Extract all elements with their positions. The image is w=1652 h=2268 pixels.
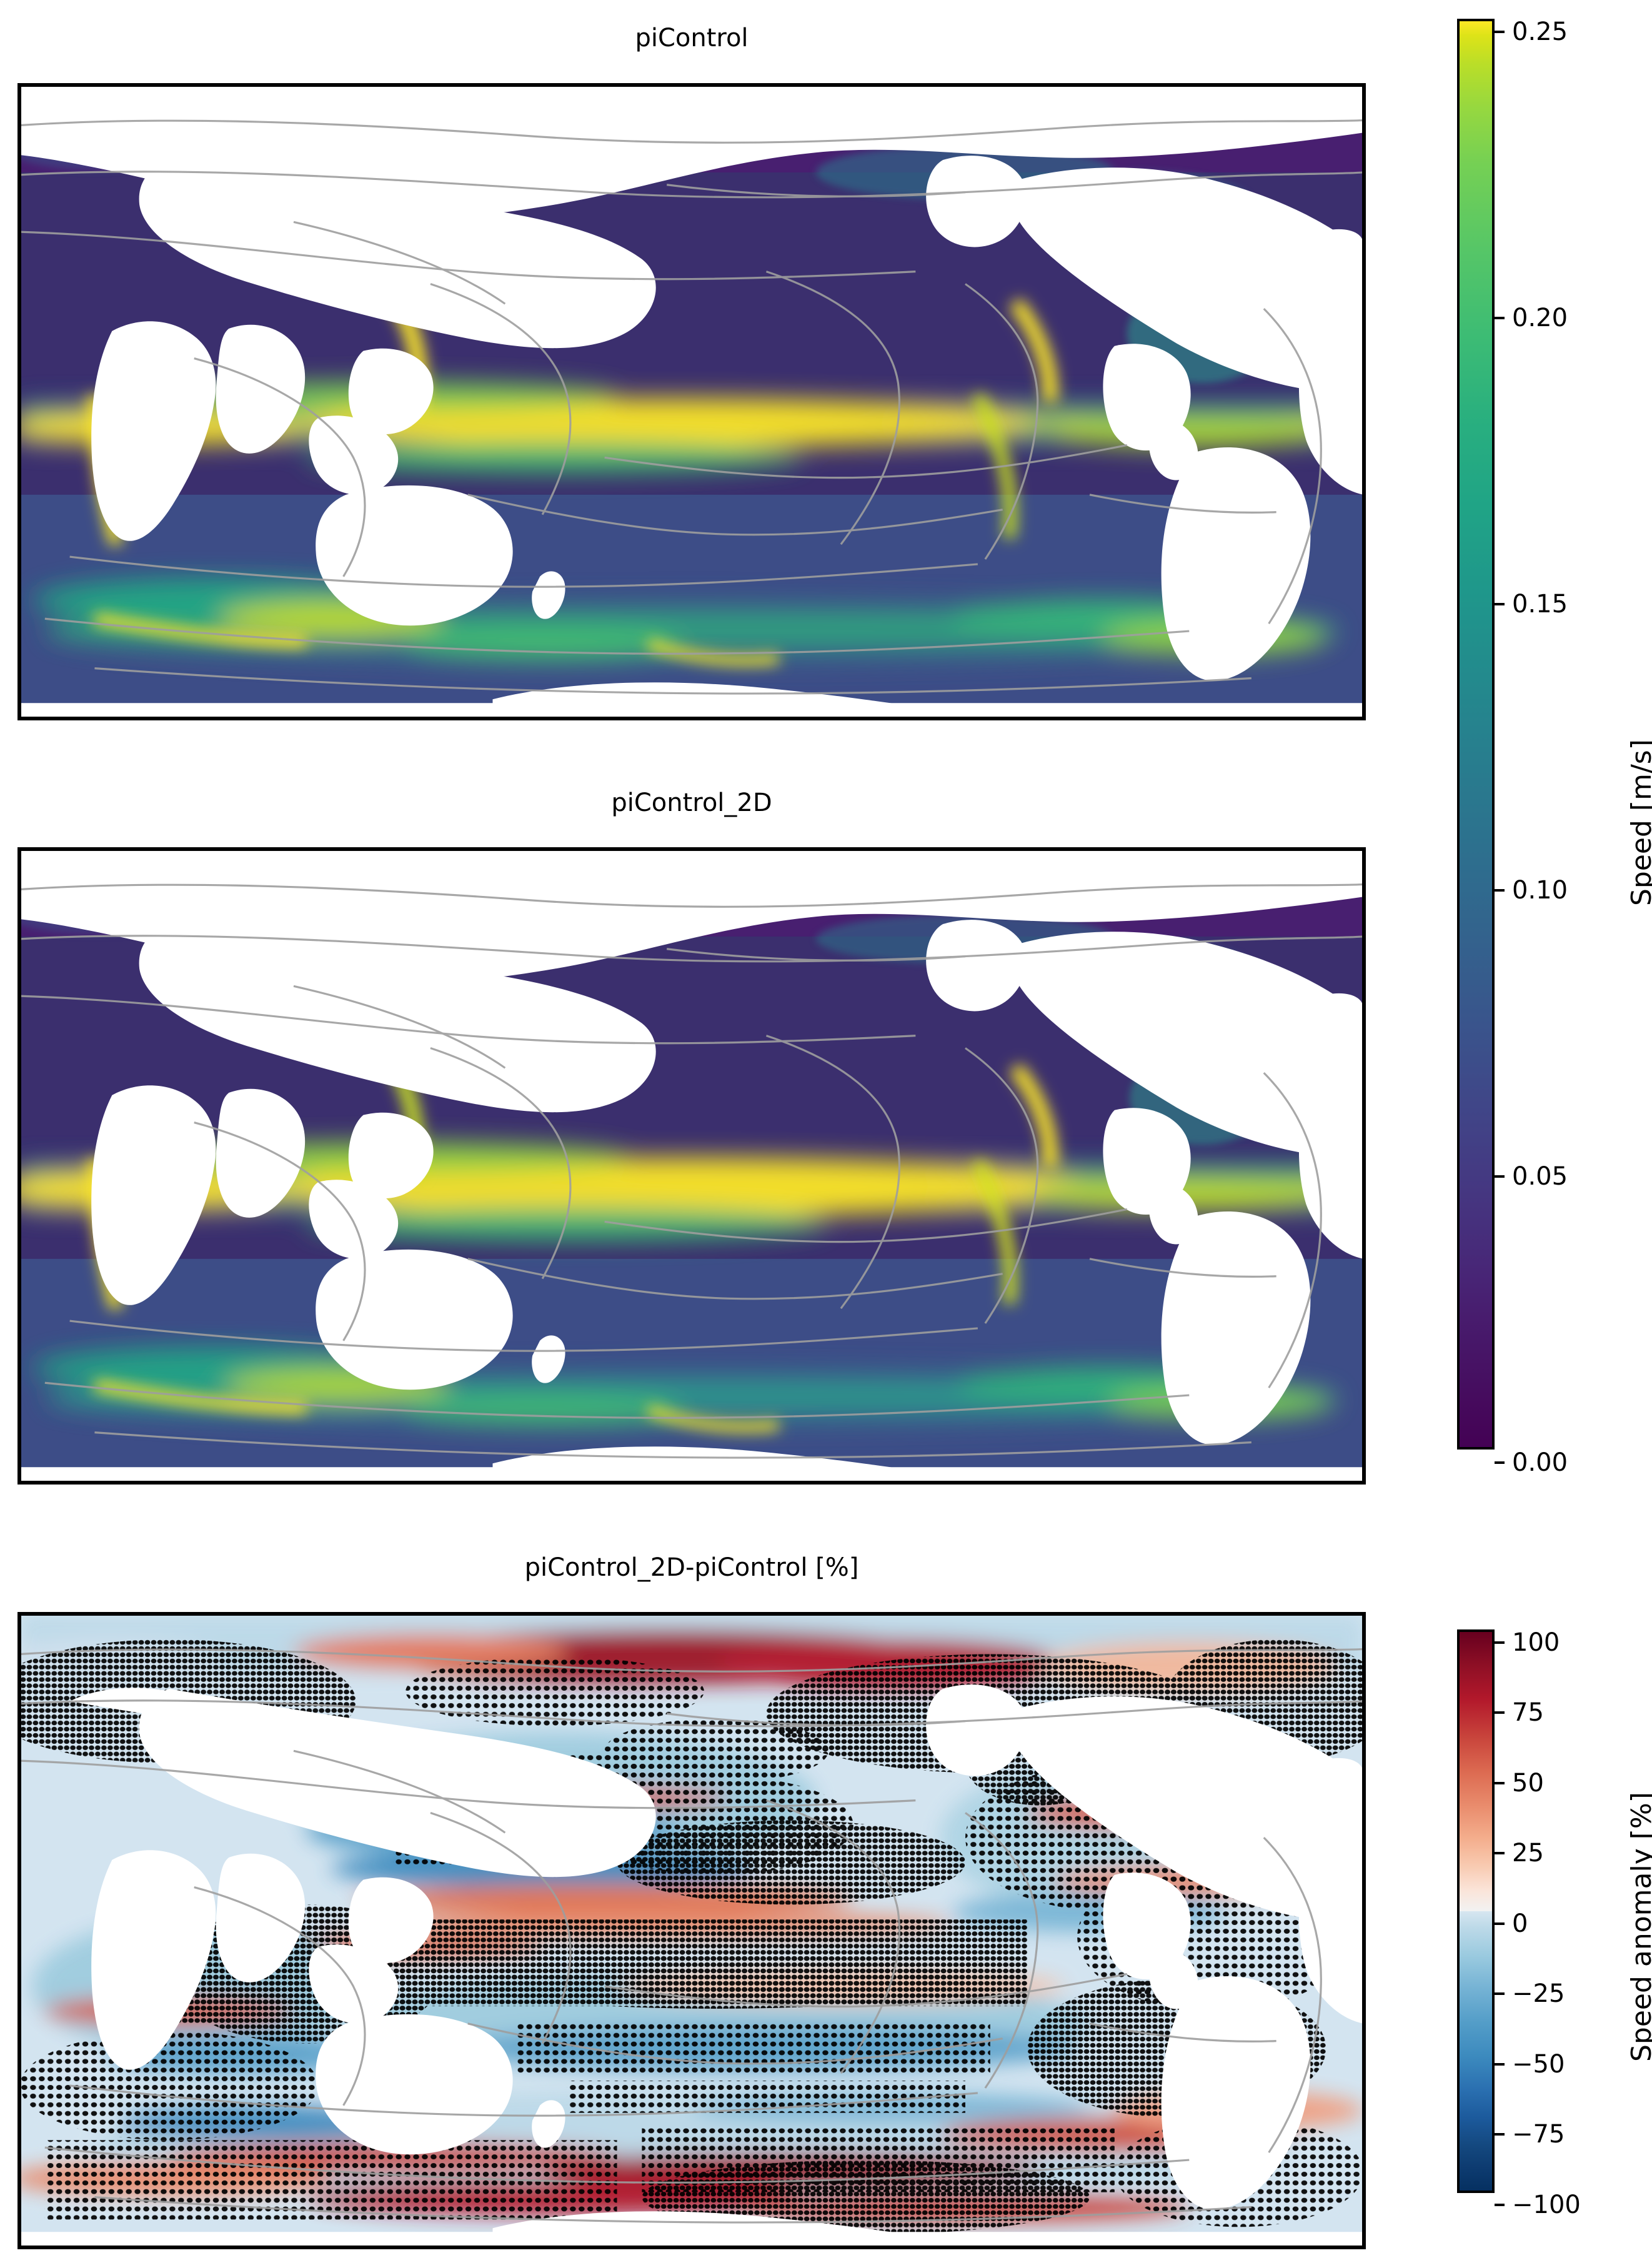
anomaly-tick-100: 100: [1495, 1628, 1560, 1657]
anomaly-tick-neg75: −75: [1495, 2120, 1565, 2149]
speed-colorbar: [1457, 19, 1495, 1450]
tick-mark: [1495, 31, 1505, 33]
speed-tick-0.05: 0.05: [1495, 1162, 1568, 1191]
map-panel-anomaly: [17, 1612, 1366, 2249]
map-panel-picontrol-2d: [17, 847, 1366, 1485]
tick-mark: [1495, 1711, 1505, 1714]
tick-label: 100: [1512, 1628, 1560, 1657]
tick-label: 75: [1512, 1698, 1544, 1727]
tick-label: 0.25: [1512, 17, 1568, 46]
tick-mark: [1495, 317, 1505, 319]
tick-mark: [1495, 1852, 1505, 1854]
tick-mark: [1495, 603, 1505, 605]
tick-mark: [1495, 1782, 1505, 1784]
tick-label: 0.05: [1512, 1162, 1568, 1191]
tick-label: 0.10: [1512, 876, 1568, 905]
tick-label: 0.15: [1512, 590, 1568, 619]
tick-label: −25: [1512, 1979, 1565, 2008]
anomaly-tick-neg50: −50: [1495, 2050, 1565, 2079]
anomaly-colorbar-label: Speed anomaly [%]: [1626, 1792, 1652, 2062]
tick-mark: [1495, 1461, 1505, 1464]
tick-mark: [1495, 889, 1505, 892]
tick-label: 0.20: [1512, 304, 1568, 332]
tick-label: −100: [1512, 2191, 1581, 2219]
tick-mark: [1495, 1175, 1505, 1178]
speed-tick-0.20: 0.20: [1495, 304, 1568, 332]
speed-tick-0.00: 0.00: [1495, 1448, 1568, 1477]
anomaly-tick-neg100: −100: [1495, 2191, 1581, 2219]
tick-label: 0.00: [1512, 1448, 1568, 1477]
panel-title-picontrol: piControl: [635, 24, 749, 52]
bathymetry-contours-anomaly: [20, 1648, 1363, 2224]
panel-title-anomaly: piControl_2D-piControl [%]: [524, 1553, 859, 1582]
anomaly-tick-50: 50: [1495, 1769, 1544, 1798]
tick-mark: [1495, 2204, 1505, 2206]
tick-label: 25: [1512, 1839, 1544, 1868]
anomaly-colorbar: [1457, 1629, 1495, 2193]
anomaly-tick-25: 25: [1495, 1839, 1544, 1868]
anomaly-map: [20, 1614, 1363, 2247]
speed-tick-0.15: 0.15: [1495, 590, 1568, 619]
bathymetry-contours-picontrol-2d: [20, 883, 1363, 1459]
tick-label: −75: [1512, 2120, 1565, 2149]
tick-label: 50: [1512, 1769, 1544, 1798]
anomaly-tick-75: 75: [1495, 1698, 1544, 1727]
tick-mark: [1495, 1641, 1505, 1644]
tick-mark: [1495, 2133, 1505, 2136]
bathymetry-contours-picontrol: [20, 119, 1363, 695]
panel-title-picontrol-2d: piControl_2D: [611, 788, 772, 817]
tick-mark: [1495, 2063, 1505, 2066]
speed-tick-0.10: 0.10: [1495, 876, 1568, 905]
speed-map-picontrol: [20, 86, 1363, 718]
speed-colorbar-label: Speed [m/s]: [1626, 739, 1652, 906]
landmask-picontrol-2d: [20, 850, 1363, 1482]
tick-label: 0: [1512, 1909, 1528, 1938]
anomaly-tick-neg25: −25: [1495, 1979, 1565, 2008]
map-panel-picontrol: [17, 83, 1366, 720]
speed-map-picontrol-2d: [20, 850, 1363, 1482]
tick-mark: [1495, 1922, 1505, 1925]
anomaly-tick-0: 0: [1495, 1909, 1528, 1938]
tick-mark: [1495, 1992, 1505, 1995]
speed-tick-0.25: 0.25: [1495, 17, 1568, 46]
tick-label: −50: [1512, 2050, 1565, 2079]
